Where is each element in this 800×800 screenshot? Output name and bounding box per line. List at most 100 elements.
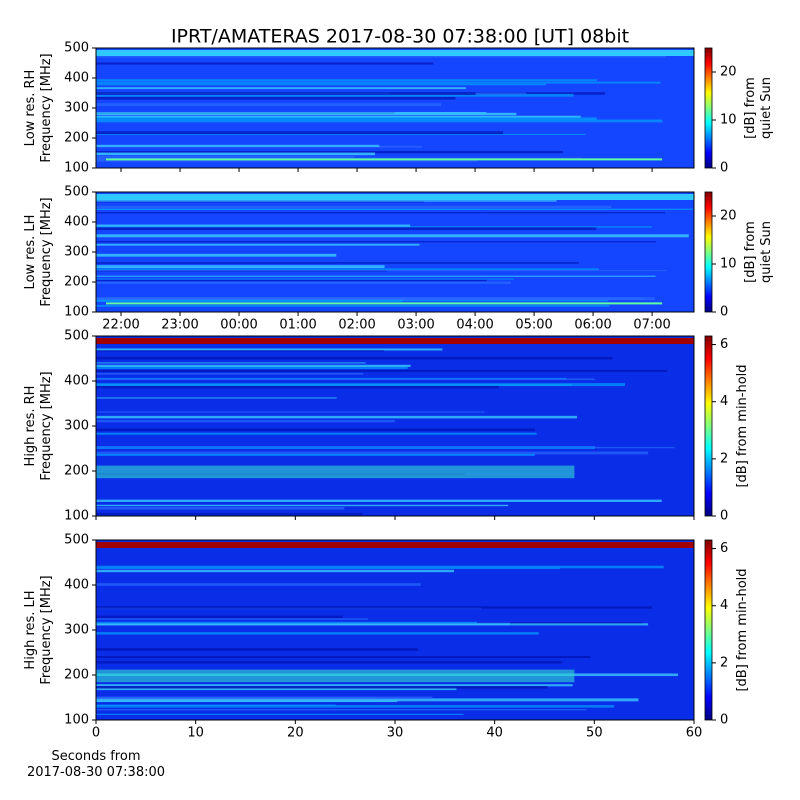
- spectrogram-texture: [96, 366, 408, 370]
- y-tick-label: 200: [64, 275, 89, 290]
- y-axis-label: Low res. LHFrequency [MHz]: [23, 197, 54, 306]
- spectrogram-texture: [96, 159, 478, 162]
- x-tick-label: 30: [387, 726, 404, 741]
- colorbar-label-line: [dB] from min-hold: [735, 364, 750, 487]
- spectrogram-texture: [96, 606, 652, 609]
- spectrogram-texture: [96, 92, 476, 95]
- x-tick-label: 07:00: [633, 318, 670, 333]
- spectrogram-texture: [96, 150, 564, 154]
- spectrogram-texture: [96, 583, 421, 586]
- spectrogram-texture: [96, 152, 376, 156]
- spectrogram-texture: [96, 119, 663, 123]
- y-axis-label-line: High res. RH: [23, 386, 38, 467]
- y-tick-label: 400: [64, 374, 89, 389]
- y-tick-label: 300: [64, 419, 89, 434]
- y-axis-label-line: High res. LH: [23, 590, 38, 669]
- spectrogram-texture: [96, 350, 384, 352]
- y-axis-label-line: Frequency [MHz]: [39, 197, 54, 306]
- spectrogram-texture: [96, 56, 666, 58]
- y-tick-label: 400: [64, 215, 89, 230]
- colorbar-tick-label: 20: [720, 65, 737, 80]
- y-axis-label: High res. LHFrequency [MHz]: [23, 575, 54, 684]
- x-tick-label: 60: [686, 726, 703, 741]
- y-axis-label-line: Frequency [MHz]: [39, 53, 54, 162]
- colorbar-tick-label: 6: [720, 541, 728, 556]
- x-tick-label: 03:00: [397, 318, 434, 333]
- spectrogram-texture: [96, 348, 443, 351]
- x-tick-label: 0: [92, 726, 100, 741]
- colorbar-label: [dB] fromquiet Sun: [743, 77, 774, 139]
- spectrogram-texture: [96, 700, 398, 703]
- colorbar: [704, 47, 713, 169]
- chart-title: IPRT/AMATERAS 2017-08-30 07:38:00 [UT] 0…: [171, 26, 629, 48]
- spectrogram-texture: [96, 698, 639, 702]
- spectrogram-texture: [96, 155, 355, 158]
- colorbar-tick-label: 2: [720, 655, 728, 670]
- colorbar-tick-label: 2: [720, 451, 728, 466]
- spectrogram-background: [96, 192, 694, 312]
- y-tick-label: 500: [64, 533, 89, 548]
- colorbar-tick-label: 0: [720, 161, 728, 176]
- spectrogram-texture: [96, 621, 477, 624]
- spectrogram-texture: [96, 275, 656, 277]
- spectrogram-texture: [96, 81, 661, 84]
- spectrogram-texture: [96, 655, 591, 659]
- spectrogram-texture: [96, 304, 610, 307]
- x-tick-label: 05:00: [515, 318, 552, 333]
- y-tick-label: 100: [64, 305, 89, 320]
- x-tick-label: 04:00: [456, 318, 493, 333]
- y-tick-label: 200: [64, 131, 89, 146]
- colorbar-tick-label: 20: [720, 209, 737, 224]
- y-tick-label: 500: [64, 185, 89, 200]
- colorbar-label: [dB] fromquiet Sun: [743, 221, 774, 283]
- spectrogram-texture: [96, 453, 535, 456]
- spectrogram-texture: [96, 278, 514, 280]
- y-axis-label-line: Low res. RH: [23, 70, 38, 147]
- y-axis-label: High res. RHFrequency [MHz]: [23, 371, 54, 480]
- spectrogram-texture: [96, 648, 419, 651]
- spectrogram-texture: [96, 507, 345, 510]
- spectrogram-texture: [96, 62, 434, 65]
- spectrogram-texture: [96, 241, 657, 243]
- y-axis-label-line: Frequency [MHz]: [39, 371, 54, 480]
- spectrogram-texture: [96, 697, 377, 699]
- x-axis-label: Seconds from 2017-08-30 07:38:00: [27, 749, 165, 780]
- colorbar: [704, 191, 713, 313]
- x-tick-label: 23:00: [161, 318, 198, 333]
- y-axis-label: Low res. RHFrequency [MHz]: [23, 53, 54, 162]
- spectrogram-texture: [96, 227, 597, 231]
- spectrogram-texture: [96, 378, 595, 381]
- spectrogram-texture: [96, 297, 536, 300]
- spectrogram-texture: [96, 415, 577, 419]
- x-tick-label: 40: [486, 726, 503, 741]
- spectrogram-texture: [96, 224, 411, 227]
- spectrogram-texture: [96, 262, 579, 264]
- spectrogram-feature: [106, 158, 663, 161]
- x-tick-label: 22:00: [102, 318, 139, 333]
- spectrogram-texture: [96, 115, 581, 118]
- spectrogram-texture: [96, 356, 613, 360]
- spectrogram-texture: [96, 243, 420, 246]
- y-tick-label: 200: [64, 464, 89, 479]
- spectrogram-texture: [96, 208, 693, 211]
- spectrogram-texture: [96, 369, 668, 372]
- spectrogram-texture: [96, 253, 337, 257]
- spectrogram-texture: [96, 265, 385, 269]
- spectrogram-texture: [96, 419, 395, 423]
- spectrogram-texture: [96, 385, 499, 389]
- colorbar: [704, 335, 713, 517]
- spectrogram-texture: [96, 234, 689, 238]
- x-tick-label: 06:00: [574, 318, 611, 333]
- spectrogram-texture: [96, 512, 363, 515]
- spectrogram-texture: [96, 79, 597, 82]
- spectrogram-background: [96, 48, 694, 168]
- colorbar-label-line: [dB] from: [743, 77, 758, 139]
- spectrogram-texture: [96, 686, 548, 689]
- colorbar-label-line: [dB] from min-hold: [735, 568, 750, 691]
- y-tick-label: 300: [64, 245, 89, 260]
- spectrogram-texture: [96, 661, 563, 664]
- colorbar-tick-label: 4: [720, 394, 728, 409]
- spectrogram-texture: [96, 499, 662, 502]
- spectrogram-texture: [96, 687, 457, 691]
- spectrogram-texture: [96, 567, 561, 569]
